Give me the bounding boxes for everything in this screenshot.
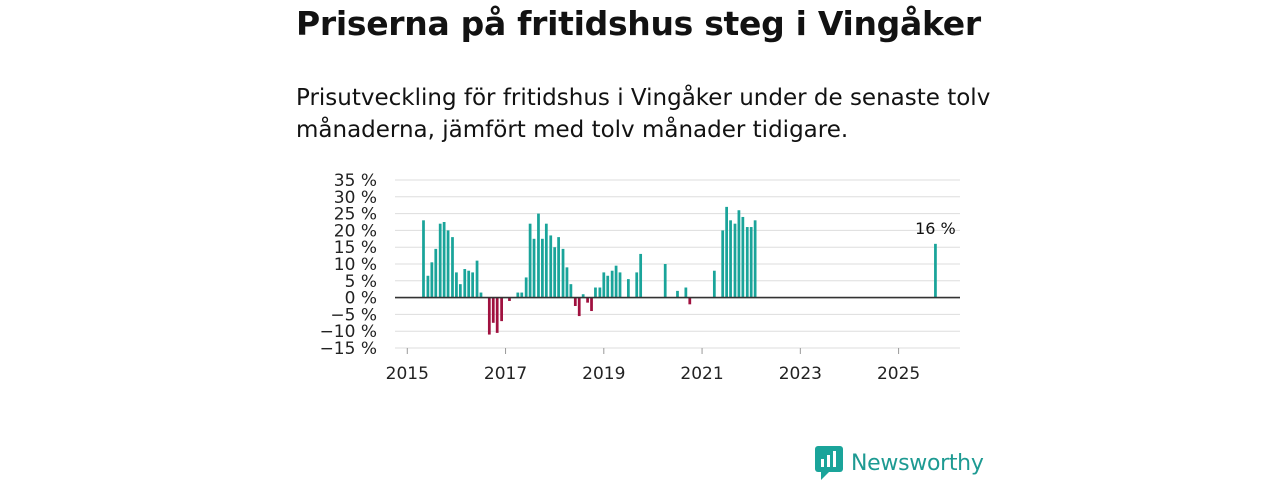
bar-chart: 35 %30 %25 %20 %15 %10 %5 %0 %−5 %−10 %−… [320, 171, 960, 384]
bar [430, 262, 434, 298]
y-tick-label: 35 % [334, 171, 377, 191]
bar [614, 265, 618, 298]
bar [487, 297, 491, 335]
bar [729, 220, 732, 298]
annotations: 16 % [915, 219, 956, 238]
bar [573, 297, 577, 306]
bar [467, 270, 471, 298]
y-tick-label: −5 % [330, 305, 377, 325]
y-tick-label: 0 % [345, 289, 377, 309]
bar [451, 237, 454, 298]
bar [639, 253, 643, 298]
bar [626, 279, 630, 298]
bar [557, 237, 560, 298]
bar [422, 220, 425, 298]
bar [610, 270, 614, 298]
bar [434, 248, 438, 298]
bar [934, 243, 937, 298]
brand-logo: Newsworthy [815, 446, 984, 480]
bar [524, 277, 528, 298]
bar [586, 297, 589, 303]
x-tick-label: 2015 [386, 364, 429, 384]
bar [438, 223, 442, 298]
gridlines [395, 179, 960, 349]
bar [520, 292, 524, 298]
bar [475, 260, 479, 298]
y-tick-label: 30 % [334, 188, 377, 208]
bar [676, 290, 679, 298]
bar [532, 238, 536, 298]
bar [528, 223, 532, 298]
y-tick-label: 5 % [345, 272, 377, 292]
bar [737, 210, 741, 298]
bar [495, 297, 499, 333]
x-tick-label: 2023 [779, 364, 822, 384]
bar [516, 292, 520, 298]
bar [721, 230, 725, 298]
bar [541, 238, 544, 298]
bar [602, 272, 606, 298]
bar [553, 247, 557, 298]
x-tick-label: 2021 [680, 364, 723, 384]
bar [446, 230, 450, 298]
bar [598, 287, 602, 298]
bar [561, 248, 565, 298]
bar [753, 220, 757, 298]
y-tick-label: −10 % [320, 322, 377, 342]
bar [549, 235, 553, 298]
y-tick-label: 10 % [334, 255, 377, 275]
bar [749, 227, 753, 298]
bar [458, 284, 462, 298]
bar [426, 275, 430, 298]
bar [491, 297, 495, 323]
bar [508, 297, 511, 301]
bar [565, 267, 569, 298]
bar [606, 275, 610, 298]
bar [745, 227, 749, 298]
x-tick-label: 2025 [877, 364, 920, 384]
bar [479, 292, 483, 298]
page-title: Priserna på fritidshus steg i Vingåker [296, 4, 981, 43]
bar [577, 297, 581, 317]
bar [500, 297, 503, 322]
y-axis: 35 %30 %25 %20 %15 %10 %5 %0 %−5 %−10 %−… [320, 171, 377, 359]
bar [733, 223, 737, 298]
bar [688, 297, 692, 305]
x-axis: 2015 2017 2019 2021 2023 2025 [386, 348, 920, 384]
brand-name: Newsworthy [851, 450, 984, 476]
x-tick-label: 2019 [582, 364, 625, 384]
y-tick-label: 25 % [334, 205, 377, 225]
data-label: 16 % [915, 219, 956, 238]
bar [463, 269, 467, 298]
bar [684, 287, 688, 298]
chart-subtitle: Prisutveckling för fritidshus i Vingåker… [296, 85, 991, 143]
bar [741, 216, 745, 298]
x-tick-label: 2017 [484, 364, 527, 384]
newsworthy-logo-icon [815, 446, 843, 480]
bar [712, 270, 716, 298]
bar [544, 223, 548, 298]
bar [455, 272, 458, 298]
bar [569, 284, 573, 298]
bar [581, 294, 585, 298]
bars [422, 206, 937, 335]
bar [618, 272, 622, 298]
bar [442, 222, 446, 298]
y-tick-label: 20 % [334, 221, 377, 241]
bar [471, 272, 474, 298]
bar [663, 264, 667, 298]
bar [537, 213, 540, 298]
y-tick-label: −15 % [320, 339, 377, 359]
bar [594, 287, 597, 298]
bar [725, 206, 728, 298]
bar [590, 297, 593, 312]
y-tick-label: 15 % [334, 238, 377, 258]
bar [635, 272, 639, 298]
